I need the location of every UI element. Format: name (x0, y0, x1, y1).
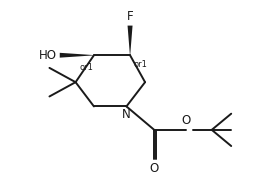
Text: F: F (127, 11, 133, 23)
Polygon shape (128, 26, 133, 55)
Text: or1: or1 (79, 62, 93, 72)
Text: O: O (150, 162, 159, 175)
Text: N: N (122, 108, 131, 121)
Polygon shape (60, 53, 94, 58)
Text: O: O (181, 114, 191, 127)
Text: HO: HO (39, 49, 57, 62)
Text: or1: or1 (133, 60, 147, 69)
